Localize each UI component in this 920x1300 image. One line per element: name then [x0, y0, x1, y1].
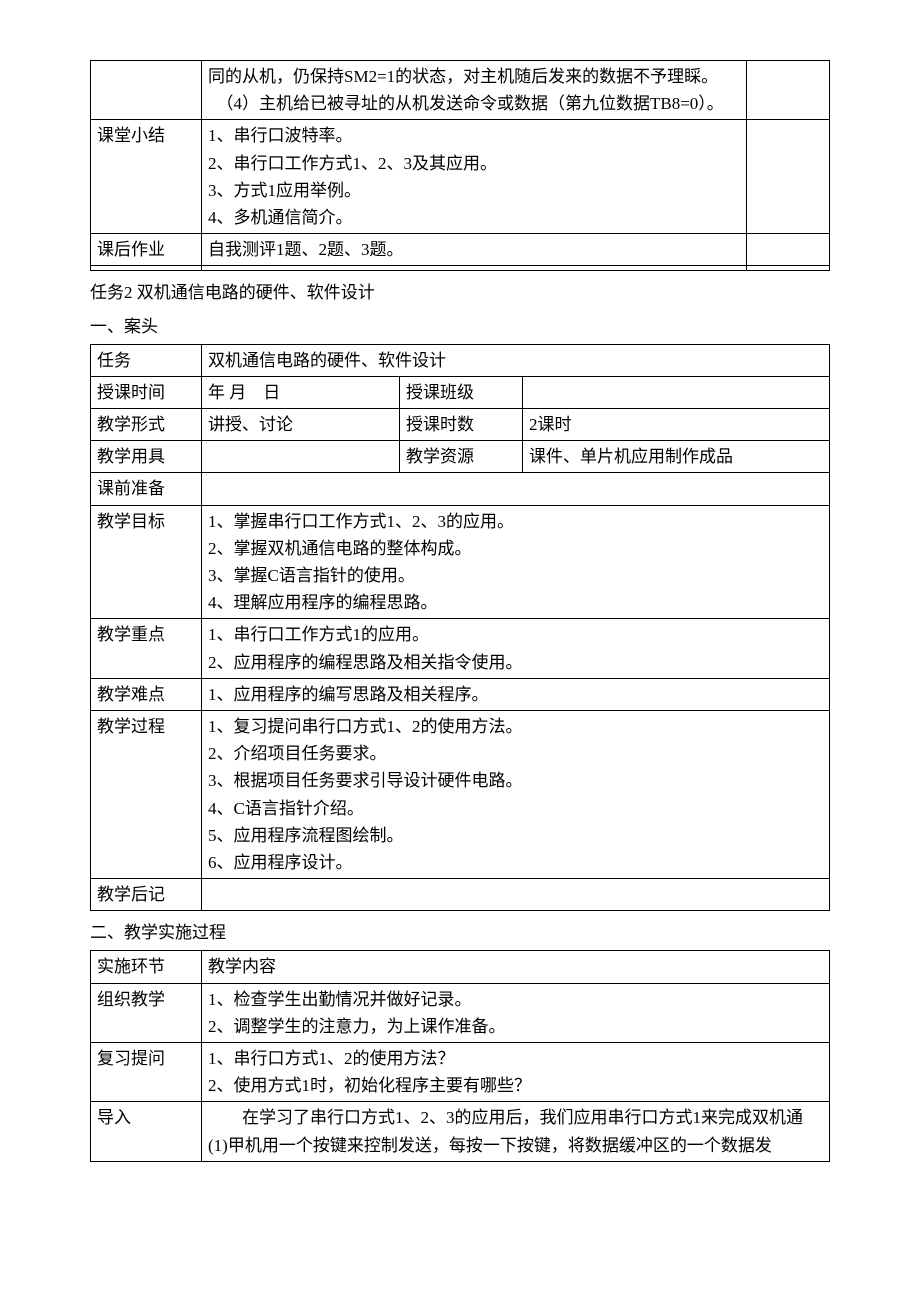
cell-content: 自我测评1题、2题、3题。	[202, 234, 747, 266]
cell-label: 实施环节	[91, 951, 202, 983]
cell-label: 教学用具	[91, 441, 202, 473]
process-table: 实施环节 教学内容 组织教学 1、检查学生出勤情况并做好记录。 2、调整学生的注…	[90, 950, 830, 1161]
cell-label: 授课时间	[91, 376, 202, 408]
cell-content	[523, 376, 830, 408]
table-row: 导入 在学习了串行口方式1、2、3的应用后，我们应用串行口方式1来完成双机通 (…	[91, 1102, 830, 1161]
table-row: 教学后记	[91, 879, 830, 911]
section-subtitle: 一、案头	[90, 311, 830, 342]
cell-label: 授课班级	[400, 376, 523, 408]
cell-content: 教学内容	[202, 951, 830, 983]
cell-label: 教学后记	[91, 879, 202, 911]
cell-empty	[747, 120, 830, 234]
table-row: 教学过程 1、复习提问串行口方式1、2的使用方法。 2、介绍项目任务要求。 3、…	[91, 710, 830, 878]
cell-label	[91, 61, 202, 120]
cell-content	[202, 473, 830, 505]
cell-content: 1、掌握串行口工作方式1、2、3的应用。 2、掌握双机通信电路的整体构成。 3、…	[202, 505, 830, 619]
cell-label: 教学难点	[91, 678, 202, 710]
cell-empty	[747, 234, 830, 266]
cell-label: 授课时数	[400, 409, 523, 441]
cell-label: 教学资源	[400, 441, 523, 473]
cell-empty	[747, 61, 830, 120]
table-row: 复习提问 1、串行口方式1、2的使用方法？ 2、使用方式1时，初始化程序主要有哪…	[91, 1043, 830, 1102]
table-row: 授课时间 年 月 日 授课班级	[91, 376, 830, 408]
cell-content	[202, 441, 400, 473]
cell-content: 1、串行口方式1、2的使用方法？ 2、使用方式1时，初始化程序主要有哪些？	[202, 1043, 830, 1102]
cell-label: 任务	[91, 344, 202, 376]
cell-content: 1、应用程序的编写思路及相关程序。	[202, 678, 830, 710]
cell-content: 课件、单片机应用制作成品	[523, 441, 830, 473]
table-row: 课堂小结 1、串行口波特率。 2、串行口工作方式1、2、3及其应用。 3、方式1…	[91, 120, 830, 234]
table-row: 同的从机，仍保持SM2=1的状态，对主机随后发来的数据不予理睬。 （4）主机给已…	[91, 61, 830, 120]
table-row: 教学目标 1、掌握串行口工作方式1、2、3的应用。 2、掌握双机通信电路的整体构…	[91, 505, 830, 619]
table-row: 任务 双机通信电路的硬件、软件设计	[91, 344, 830, 376]
cell-label: 课后作业	[91, 234, 202, 266]
cell-label: 导入	[91, 1102, 202, 1161]
section-title: 任务2 双机通信电路的硬件、软件设计	[90, 277, 830, 308]
cell-label: 教学过程	[91, 710, 202, 878]
cell-content: 1、串行口波特率。 2、串行口工作方式1、2、3及其应用。 3、方式1应用举例。…	[202, 120, 747, 234]
cell-label: 教学形式	[91, 409, 202, 441]
cell-content: 在学习了串行口方式1、2、3的应用后，我们应用串行口方式1来完成双机通 (1)甲…	[202, 1102, 830, 1161]
cell-content: 同的从机，仍保持SM2=1的状态，对主机随后发来的数据不予理睬。 （4）主机给已…	[202, 61, 747, 120]
cell-empty	[202, 266, 747, 271]
table-row: 课前准备	[91, 473, 830, 505]
cell-empty	[91, 266, 202, 271]
cell-content: 2课时	[523, 409, 830, 441]
cell-content: 年 月 日	[202, 376, 400, 408]
cell-content: 双机通信电路的硬件、软件设计	[202, 344, 830, 376]
cell-label: 组织教学	[91, 983, 202, 1042]
cell-content: 讲授、讨论	[202, 409, 400, 441]
cell-label: 课前准备	[91, 473, 202, 505]
cell-label: 课堂小结	[91, 120, 202, 234]
cell-label: 复习提问	[91, 1043, 202, 1102]
cell-label: 教学重点	[91, 619, 202, 678]
table-row	[91, 266, 830, 271]
cell-label: 教学目标	[91, 505, 202, 619]
table-row: 教学用具 教学资源 课件、单片机应用制作成品	[91, 441, 830, 473]
cell-content: 1、串行口工作方式1的应用。 2、应用程序的编程思路及相关指令使用。	[202, 619, 830, 678]
table-row: 实施环节 教学内容	[91, 951, 830, 983]
cell-empty	[747, 266, 830, 271]
table-row: 教学难点 1、应用程序的编写思路及相关程序。	[91, 678, 830, 710]
table-row: 组织教学 1、检查学生出勤情况并做好记录。 2、调整学生的注意力，为上课作准备。	[91, 983, 830, 1042]
cell-content: 1、复习提问串行口方式1、2的使用方法。 2、介绍项目任务要求。 3、根据项目任…	[202, 710, 830, 878]
table-row: 课后作业 自我测评1题、2题、3题。	[91, 234, 830, 266]
summary-table: 同的从机，仍保持SM2=1的状态，对主机随后发来的数据不予理睬。 （4）主机给已…	[90, 60, 830, 271]
lesson-info-table: 任务 双机通信电路的硬件、软件设计 授课时间 年 月 日 授课班级 教学形式 讲…	[90, 344, 830, 912]
cell-content: 1、检查学生出勤情况并做好记录。 2、调整学生的注意力，为上课作准备。	[202, 983, 830, 1042]
table-row: 教学形式 讲授、讨论 授课时数 2课时	[91, 409, 830, 441]
section-title: 二、教学实施过程	[90, 917, 830, 948]
cell-content	[202, 879, 830, 911]
table-row: 教学重点 1、串行口工作方式1的应用。 2、应用程序的编程思路及相关指令使用。	[91, 619, 830, 678]
